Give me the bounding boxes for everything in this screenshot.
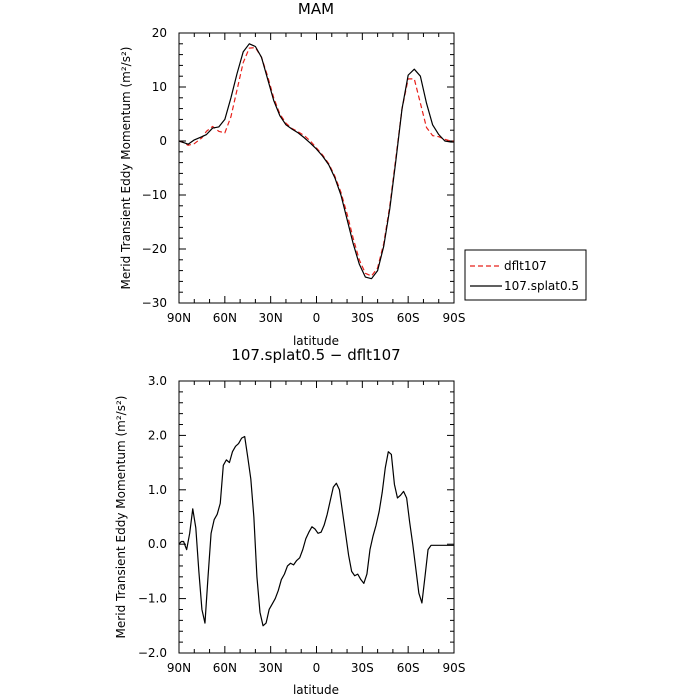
top-panel: MAM 90N 60N 30N 0 30S 60S 90S 20 10 0 −10 −20 −30 l… [119,0,587,348]
top-title: MAM [298,0,334,18]
bottom-y-tick-labels: 3.0 2.0 1.0 0.0 −1.0 −2.0 [138,374,167,660]
legend-box [464,249,587,301]
top-y-tick-label: −20 [142,242,167,256]
bottom-title: 107.splat0.5 − dflt107 [231,346,400,364]
bottom-y-tick-label: −2.0 [138,646,167,660]
bottom-y-tick-label: −1.0 [138,592,167,606]
top-series [178,43,454,280]
top-y-axis-label: Merid Transient Eddy Momentum (m²/s²) [119,47,133,290]
top-y-tick-label: −10 [142,188,167,202]
bottom-series-line-difference [178,435,454,627]
bottom-panel: 107.splat0.5 − dflt107 90N 60N 30N 0 30S 60S 9… [114,346,465,697]
bottom-series [178,435,454,627]
top-x-tick-label: 30S [351,311,374,325]
bottom-x-tick-label: 60S [397,661,420,675]
top-y-tick-label: 0 [159,134,167,148]
top-x-tick-label: 60S [397,311,420,325]
bottom-plot-frame [178,380,455,654]
top-x-tick-label: 0 [313,311,321,325]
top-y-tick-labels: 20 10 0 −10 −20 −30 [142,26,167,310]
bottom-ticks [178,380,455,654]
top-x-tick-label: 90S [443,311,466,325]
legend: dflt107 107.splat0.5 [464,249,587,301]
top-ticks [178,32,455,304]
top-x-tick-label: 60N [213,311,237,325]
bottom-x-tick-label: 30N [259,661,283,675]
legend-label-dflt107: dflt107 [504,259,547,273]
top-series-line-dflt107 [178,46,454,277]
top-x-axis-label: latitude [293,334,339,348]
top-y-tick-label: 10 [152,80,167,94]
bottom-y-tick-label: 1.0 [148,483,167,497]
bottom-x-tick-label: 0 [313,661,321,675]
top-plot-frame [178,32,455,304]
bottom-x-tick-labels: 90N 60N 30N 0 30S 60S 90S [167,661,466,675]
bottom-x-tick-label: 90N [167,661,191,675]
top-y-tick-label: −30 [142,296,167,310]
bottom-y-tick-label: 3.0 [148,374,167,388]
bottom-y-tick-label: 0.0 [148,537,167,551]
bottom-x-tick-label: 30S [351,661,374,675]
bottom-y-axis-label: Merid Transient Eddy Momentum (m²/s²) [114,396,128,639]
top-x-tick-label: 30N [259,311,283,325]
top-y-tick-label: 20 [152,26,167,40]
bottom-y-tick-label: 2.0 [148,428,167,442]
bottom-x-tick-label: 60N [213,661,237,675]
bottom-x-tick-label: 90S [443,661,466,675]
legend-label-splat: 107.splat0.5 [504,279,579,293]
bottom-x-axis-label: latitude [293,683,339,697]
top-x-tick-labels: 90N 60N 30N 0 30S 60S 90S [167,311,466,325]
top-series-line-107-splat0-5 [178,43,454,280]
top-x-tick-label: 90N [167,311,191,325]
